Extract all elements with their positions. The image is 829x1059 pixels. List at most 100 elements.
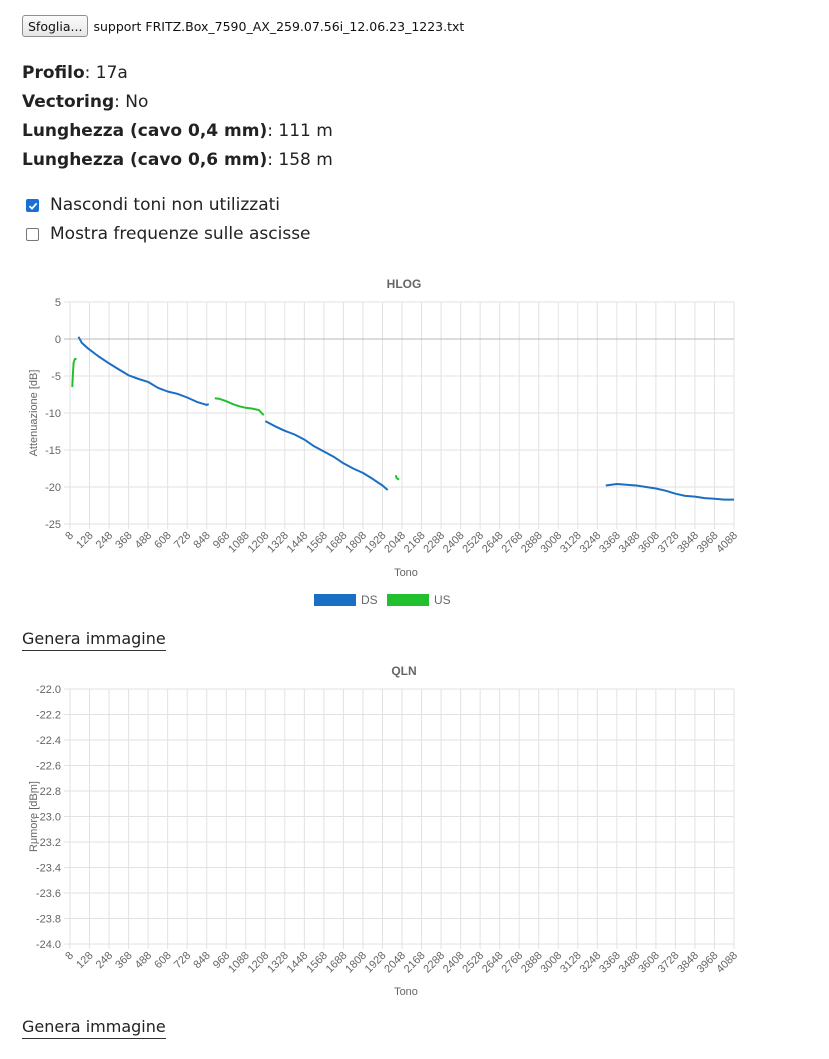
chart-title: HLOG — [387, 277, 422, 291]
show-frequencies-checkbox[interactable] — [26, 228, 39, 241]
length06-value: 158 m — [278, 150, 333, 170]
x-tick-label: 128 — [74, 950, 95, 971]
y-axis-label: Attenuazione [dB] — [28, 370, 40, 457]
x-tick-label: 3968 — [695, 950, 721, 976]
x-tick-label: 2768 — [499, 950, 525, 976]
y-tick-label: -22.8 — [36, 786, 61, 798]
x-tick-label: 368 — [113, 530, 134, 551]
y-tick-label: -5 — [51, 371, 61, 383]
y-tick-label: -24.0 — [36, 939, 61, 951]
vectoring-label: Vectoring — [22, 92, 115, 112]
x-tick-label: 3968 — [695, 530, 721, 556]
x-tick-label: 1808 — [343, 950, 369, 976]
series-line-us — [71, 358, 77, 388]
x-tick-label: 3008 — [539, 530, 565, 556]
profile-row: Profilo: 17a — [22, 63, 128, 83]
x-tick-label: 1568 — [304, 530, 330, 556]
x-tick-label: 1208 — [246, 530, 272, 556]
x-tick-label: 1328 — [265, 530, 291, 556]
y-tick-label: -20 — [45, 482, 61, 494]
y-tick-label: -23.4 — [36, 863, 61, 875]
x-tick-label: 608 — [152, 530, 173, 551]
y-tick-label: -22.6 — [36, 761, 61, 773]
x-tick-label: 1208 — [246, 950, 272, 976]
x-tick-label: 2048 — [382, 530, 408, 556]
x-tick-label: 248 — [94, 530, 115, 551]
x-tick-label: 2288 — [421, 530, 447, 556]
y-tick-label: -10 — [45, 408, 61, 420]
x-tick-label: 2528 — [460, 950, 486, 976]
x-tick-label: 2888 — [519, 530, 545, 556]
series-line-ds — [77, 336, 210, 406]
x-tick-label: 3248 — [578, 950, 604, 976]
length04-row: Lunghezza (cavo 0,4 mm): 111 m — [22, 121, 333, 141]
x-tick-label: 1688 — [324, 530, 350, 556]
y-axis-label: Rumore [dBm] — [28, 781, 40, 852]
x-tick-label: 728 — [172, 530, 193, 551]
show-frequencies-option[interactable]: Mostra frequenze sulle ascisse — [26, 220, 311, 249]
x-tick-label: 3488 — [617, 530, 643, 556]
y-tick-label: -23.2 — [36, 837, 61, 849]
x-tick-label: 2648 — [480, 950, 506, 976]
x-tick-label: 2888 — [519, 950, 545, 976]
x-tick-label: 3848 — [675, 530, 701, 556]
x-tick-label: 128 — [74, 530, 95, 551]
x-tick-label: 3368 — [597, 950, 623, 976]
x-tick-label: 488 — [133, 530, 154, 551]
x-tick-label: 368 — [113, 950, 134, 971]
x-tick-label: 1448 — [285, 530, 311, 556]
generate-image-link-qln[interactable]: Genera immagine — [22, 1017, 166, 1039]
x-tick-label: 608 — [152, 950, 173, 971]
length06-label: Lunghezza (cavo 0,6 mm) — [22, 150, 268, 170]
hide-unused-tones-label: Nascondi toni non utilizzati — [50, 195, 281, 215]
x-tick-label: 728 — [172, 950, 193, 971]
chart-title: QLN — [391, 664, 416, 678]
legend-swatch-us[interactable] — [387, 594, 429, 606]
x-tick-label: 4088 — [714, 950, 740, 976]
hide-unused-tones-option[interactable]: Nascondi toni non utilizzati — [26, 191, 311, 220]
profile-label: Profilo — [22, 63, 85, 83]
series-line-ds — [605, 483, 734, 501]
legend-label-ds[interactable]: DS — [361, 593, 378, 607]
length04-label: Lunghezza (cavo 0,4 mm) — [22, 121, 268, 141]
legend-swatch-ds[interactable] — [314, 594, 356, 606]
x-tick-label: 3728 — [656, 530, 682, 556]
x-tick-label: 1928 — [363, 530, 389, 556]
x-tick-label: 1328 — [265, 950, 291, 976]
hlog-chart: HLOG 8 128 248 368 488 608 728 848 968 1088 1208 132… — [0, 268, 829, 618]
x-tick-label: 2408 — [441, 950, 467, 976]
y-tick-label: -15 — [45, 445, 61, 457]
x-tick-label: 1448 — [285, 950, 311, 976]
vectoring-value: No — [125, 92, 149, 112]
x-tick-label: 1088 — [226, 530, 252, 556]
y-tick-label: -23.8 — [36, 914, 61, 926]
y-tick-label: 0 — [55, 334, 61, 346]
x-tick-label: 8 — [63, 530, 76, 543]
vectoring-row: Vectoring: No — [22, 92, 149, 112]
x-tick-label: 3248 — [578, 530, 604, 556]
x-tick-label: 2768 — [499, 530, 525, 556]
x-axis-label: Tono — [394, 567, 418, 579]
x-tick-label: 2048 — [382, 950, 408, 976]
y-tick-label: -22.4 — [36, 735, 61, 747]
y-tick-label: -22.0 — [36, 684, 61, 696]
generate-image-link-hlog[interactable]: Genera immagine — [22, 629, 166, 651]
x-tick-label: 3848 — [675, 950, 701, 976]
y-tick-label: 5 — [55, 297, 61, 309]
browse-button[interactable]: Sfoglia... — [22, 15, 89, 37]
legend-label-us[interactable]: US — [434, 593, 451, 607]
x-tick-label: 2168 — [402, 950, 428, 976]
y-tick-label: -22.2 — [36, 710, 61, 722]
x-tick-label: 2528 — [460, 530, 486, 556]
x-tick-label: 4088 — [714, 530, 740, 556]
series-line-us — [214, 397, 265, 416]
x-tick-label: 8 — [63, 950, 76, 963]
series-line-us — [394, 474, 400, 481]
hide-unused-tones-checkbox[interactable] — [26, 199, 39, 212]
x-tick-label: 3608 — [636, 950, 662, 976]
x-tick-label: 1568 — [304, 950, 330, 976]
file-picker: Sfoglia... support FRITZ.Box_7590_AX_259… — [22, 14, 464, 38]
x-tick-label: 848 — [191, 950, 212, 971]
selected-filename: support FRITZ.Box_7590_AX_259.07.56i_12.… — [93, 18, 465, 34]
x-tick-label: 248 — [94, 950, 115, 971]
